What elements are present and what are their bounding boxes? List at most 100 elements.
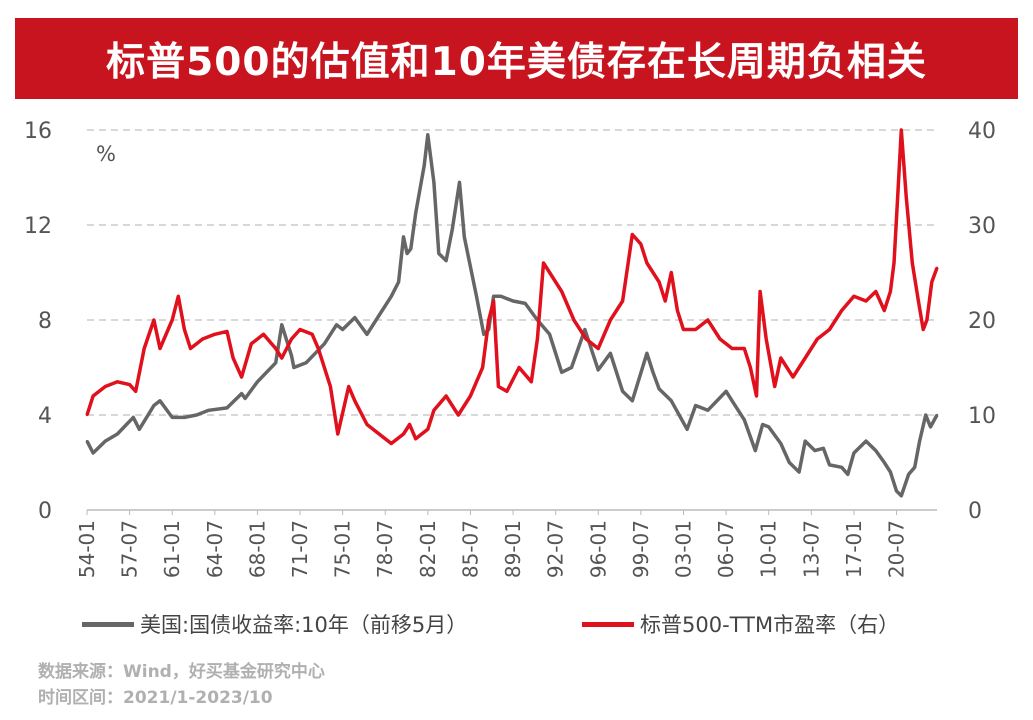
series-line-yield: [85, 133, 939, 498]
series-point-1-72: [755, 394, 758, 398]
series-point-0-49: [548, 333, 551, 336]
series-point-0-71: [788, 461, 791, 464]
series-point-0-42: [482, 333, 485, 336]
series-point-0-4: [132, 416, 135, 419]
series-point-1-83: [864, 299, 868, 303]
series-point-0-77: [840, 466, 843, 469]
series-point-1-89: [900, 128, 903, 132]
title-banner: 标普500的估值和10年美债存在长周期负相关: [15, 18, 1018, 99]
series-point-1-0: [85, 413, 89, 417]
series-point-1-20: [274, 347, 277, 350]
series-point-1-48: [530, 380, 533, 383]
y-left-tick-3: 12: [24, 214, 52, 239]
series-point-0-65: [730, 399, 734, 402]
series-point-0-57: [645, 352, 649, 355]
series-point-1-94: [925, 318, 929, 322]
series-point-0-31: [409, 247, 412, 250]
series-point-1-77: [791, 375, 795, 379]
series-point-1-80: [828, 328, 831, 331]
series-point-1-4: [128, 383, 131, 386]
series-point-1-14: [213, 333, 216, 336]
series-point-1-27: [336, 432, 339, 436]
series-point-0-27: [390, 295, 393, 298]
series-point-1-90: [905, 195, 908, 198]
series-point-0-20: [304, 361, 308, 364]
series-point-0-32: [414, 211, 417, 215]
legend-item-pe: 标普500-TTM市盈率（右）: [582, 606, 899, 642]
series-point-1-2: [104, 385, 107, 388]
series-point-1-13: [201, 337, 204, 341]
time-range-note: 时间区间：2021/1-2023/10: [38, 688, 273, 708]
series-point-0-21: [323, 342, 326, 345]
series-point-0-79: [852, 451, 856, 455]
series-point-1-46: [505, 390, 509, 393]
series-point-0-5: [138, 428, 141, 431]
series-point-1-5: [134, 390, 137, 393]
legend-label-yield: 美国:国债收益率:10年（前移5月）: [140, 613, 468, 637]
x-tick-label-7: 78-07: [373, 520, 397, 578]
series-point-1-62: [664, 299, 667, 303]
series-point-0-15: [256, 380, 259, 383]
chart-legend: 美国:国债收益率:10年（前移5月） 标普500-TTM市盈率（右）: [0, 606, 1033, 642]
series-point-1-35: [414, 437, 417, 440]
series-point-1-61: [657, 280, 661, 284]
series-point-1-81: [840, 309, 843, 312]
series-point-1-50: [542, 261, 545, 265]
series-point-0-8: [171, 416, 174, 419]
series-point-1-76: [779, 356, 782, 360]
series-point-0-53: [597, 368, 600, 372]
series-point-0-1: [91, 451, 95, 455]
series-point-1-19: [262, 333, 265, 336]
series-point-0-19: [292, 366, 296, 369]
series-point-0-29: [402, 235, 405, 239]
series-point-0-6: [152, 404, 156, 407]
series-point-1-69: [730, 347, 734, 350]
x-tick-label-3: 64-07: [203, 520, 227, 578]
y-left-tick-0: 0: [38, 499, 52, 524]
series-point-1-64: [676, 309, 679, 312]
series-point-1-79: [816, 337, 819, 341]
series-point-1-60: [645, 261, 649, 265]
series-point-1-82: [852, 295, 856, 298]
series-point-1-42: [481, 366, 484, 369]
series-point-0-84: [895, 489, 898, 493]
series-point-0-30: [405, 252, 409, 255]
series-point-0-72: [797, 470, 801, 474]
series-point-1-85: [883, 309, 886, 312]
series-point-1-34: [408, 423, 411, 426]
series-point-1-11: [183, 328, 186, 331]
series-point-1-30: [365, 423, 369, 426]
series-point-1-21: [280, 356, 283, 360]
series-point-1-70: [743, 347, 746, 350]
series-point-1-96: [935, 266, 939, 269]
series-point-1-92: [917, 299, 920, 303]
series-point-1-56: [609, 318, 612, 322]
series-point-0-83: [889, 470, 892, 474]
series-point-1-67: [706, 318, 709, 322]
series-point-0-82: [883, 461, 886, 464]
x-tick-label-13: 99-07: [629, 520, 653, 578]
data-source-note: 数据来源：Wind，好买基金研究中心: [38, 662, 325, 682]
series-point-1-8: [158, 347, 162, 350]
series-point-1-10: [177, 295, 180, 298]
series-point-0-74: [813, 449, 817, 452]
series-point-0-64: [724, 390, 728, 393]
x-tick-label-4: 68-01: [245, 520, 269, 578]
series-point-1-9: [171, 318, 174, 322]
series-point-0-56: [631, 399, 634, 402]
series-point-1-74: [765, 337, 768, 341]
x-tick-label-18: 17-01: [842, 520, 866, 578]
y-right-tick-3: 30: [968, 214, 996, 239]
series-point-1-95: [930, 280, 933, 284]
series-point-0-23: [341, 328, 344, 331]
series-point-1-18: [250, 342, 253, 345]
series-point-0-36: [437, 252, 440, 255]
series-point-0-44: [492, 295, 495, 298]
series-point-1-47: [517, 366, 521, 369]
series-point-0-45: [499, 295, 503, 298]
x-tick-label-10: 89-01: [501, 520, 525, 578]
series-point-0-26: [377, 314, 381, 317]
series-point-0-80: [864, 439, 868, 443]
series-point-1-53: [572, 318, 576, 322]
